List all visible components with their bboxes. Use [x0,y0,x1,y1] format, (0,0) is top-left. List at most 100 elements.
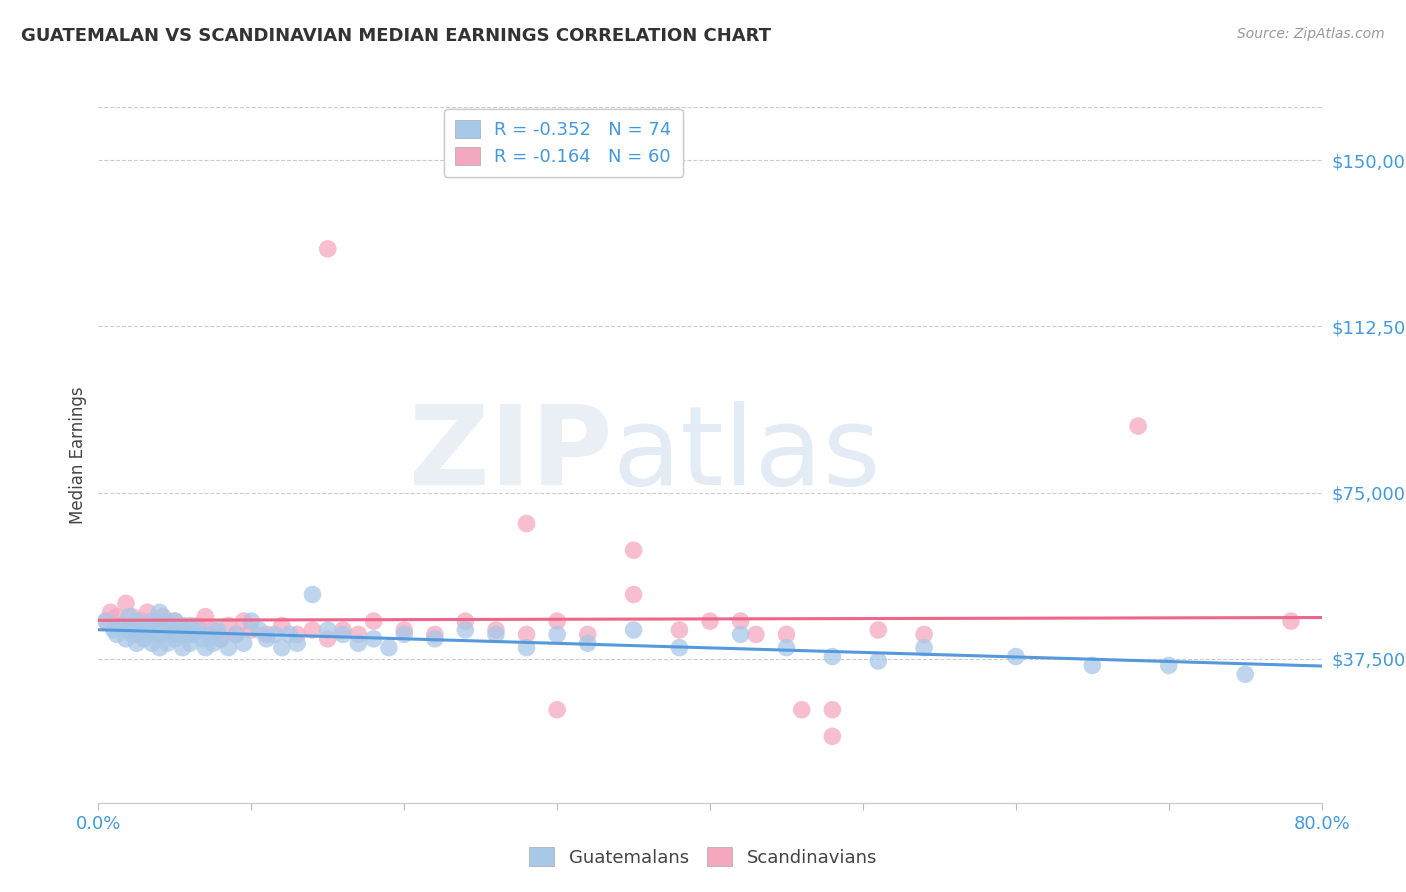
Point [152,627,174,641]
Text: atlas: atlas [612,401,880,508]
Point [1081,658,1104,673]
Point [167,627,190,641]
Point [730,614,752,628]
Point [745,627,768,641]
Point [156,614,179,628]
Point [1128,419,1150,434]
Point [278,627,301,641]
Point [125,627,148,641]
Point [179,627,201,641]
Point [363,614,385,628]
Point [105,627,128,641]
Point [118,623,141,637]
Point [576,636,599,650]
Point [110,618,132,632]
Point [149,605,172,619]
Point [202,623,225,637]
Point [821,729,844,743]
Point [232,614,254,628]
Legend: R = -0.352   N = 74, R = -0.164   N = 60: R = -0.352 N = 74, R = -0.164 N = 60 [444,109,682,177]
Point [202,636,225,650]
Point [121,609,143,624]
Point [247,623,270,637]
Point [301,587,323,601]
Point [516,640,538,655]
Point [149,640,172,655]
Point [115,596,138,610]
Point [160,627,183,641]
Point [378,640,401,655]
Point [454,623,477,637]
Point [136,623,159,637]
Point [363,632,385,646]
Point [347,636,370,650]
Point [775,627,797,641]
Point [207,623,229,637]
Point [256,627,278,641]
Point [392,623,416,637]
Point [121,627,143,641]
Point [172,640,194,655]
Point [141,614,163,628]
Point [516,627,538,641]
Point [134,618,156,632]
Point [118,609,141,624]
Point [134,632,156,646]
Point [217,618,239,632]
Point [129,614,152,628]
Point [485,627,508,641]
Point [156,618,179,632]
Point [125,636,148,650]
Y-axis label: Median Earnings: Median Earnings [69,386,87,524]
Point [790,703,813,717]
Point [699,614,721,628]
Point [145,627,167,641]
Point [301,623,323,637]
Point [775,640,797,655]
Point [176,627,198,641]
Point [668,623,690,637]
Point [225,627,247,641]
Point [316,242,339,256]
Point [172,618,194,632]
Point [347,627,370,641]
Point [217,640,239,655]
Legend: Guatemalans, Scandinavians: Guatemalans, Scandinavians [522,840,884,874]
Point [423,632,446,646]
Point [194,640,217,655]
Point [115,632,138,646]
Point [316,632,339,646]
Point [100,605,122,619]
Point [1234,667,1257,681]
Point [145,614,167,628]
Point [163,632,186,646]
Point [110,618,132,632]
Point [172,623,194,637]
Point [1004,649,1026,664]
Point [197,627,219,641]
Point [125,614,148,628]
Point [912,627,935,641]
Point [181,627,204,641]
Point [868,654,890,668]
Point [256,632,278,646]
Point [270,618,292,632]
Point [118,623,141,637]
Point [240,614,263,628]
Point [1279,614,1302,628]
Point [191,632,214,646]
Point [141,623,163,637]
Text: GUATEMALAN VS SCANDINAVIAN MEDIAN EARNINGS CORRELATION CHART: GUATEMALAN VS SCANDINAVIAN MEDIAN EARNIN… [21,27,770,45]
Point [209,632,232,646]
Point [152,609,174,624]
Point [912,640,935,655]
Point [668,640,690,655]
Point [179,636,201,650]
Point [392,627,416,641]
Point [868,623,890,637]
Point [94,614,117,628]
Point [546,627,568,641]
Text: Source: ZipAtlas.com: Source: ZipAtlas.com [1237,27,1385,41]
Point [576,627,599,641]
Point [103,623,125,637]
